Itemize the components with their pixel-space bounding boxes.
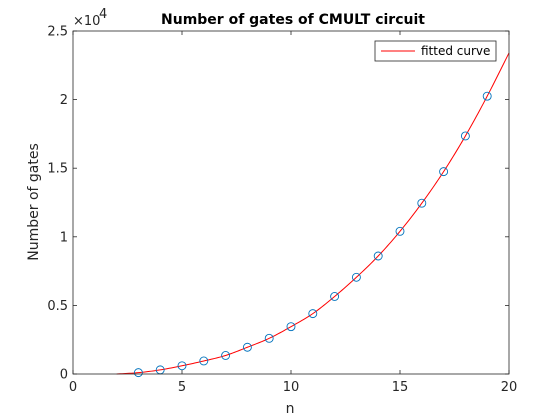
data-points-layer xyxy=(133,91,492,378)
x-tick-label-20: 20 xyxy=(501,380,518,395)
axes: 0 5 10 15 20 0 0.5 1 1.5 2 2.5 xyxy=(47,25,517,396)
legend-box xyxy=(374,40,497,62)
data-point-6 xyxy=(199,356,209,366)
data-point-14 xyxy=(373,251,383,261)
x-axis-label: n xyxy=(286,401,295,417)
y-axis-multiplier: ×10 4 xyxy=(73,7,107,29)
data-point-10 xyxy=(286,322,296,332)
data-point-19 xyxy=(482,91,492,101)
data-point-3 xyxy=(133,368,143,378)
data-point-16 xyxy=(417,198,427,208)
y-tick-label-0.5: 0.5 xyxy=(47,299,68,314)
y-tick-label-1.5: 1.5 xyxy=(47,162,68,177)
y-axis-multiplier-base: ×10 xyxy=(73,14,100,29)
y-tick-label-2: 2 xyxy=(60,93,68,108)
legend[interactable]: fitted curve xyxy=(374,40,497,62)
chart-title: Number of gates of CMULT circuit xyxy=(161,12,425,28)
data-point-8 xyxy=(242,342,252,352)
data-point-15 xyxy=(395,226,405,236)
data-point-5 xyxy=(177,361,187,371)
data-point-12 xyxy=(330,292,340,301)
x-tick-label-15: 15 xyxy=(392,380,409,395)
fitted-curve-line xyxy=(116,52,510,375)
y-tick-label-1: 1 xyxy=(60,230,68,245)
data-point-17 xyxy=(439,167,449,177)
data-point-7 xyxy=(221,351,231,360)
x-tick-label-10: 10 xyxy=(283,380,300,395)
y-tick-label-0: 0 xyxy=(60,368,68,383)
data-point-13 xyxy=(351,272,361,282)
fitted-curve-layer xyxy=(116,52,510,375)
y-axis-label: Number of gates xyxy=(26,143,42,261)
x-tick-label-5: 5 xyxy=(178,380,186,395)
y-axis-multiplier-exponent: 4 xyxy=(99,7,107,22)
data-point-11 xyxy=(308,309,318,319)
y-tick-label-2.5: 2.5 xyxy=(47,25,68,40)
legend-entry-fitted-curve: fitted curve xyxy=(421,44,490,58)
data-point-18 xyxy=(460,131,470,141)
plot-area xyxy=(73,31,509,374)
x-tick-label-0: 0 xyxy=(69,380,77,395)
data-point-9 xyxy=(264,333,274,343)
